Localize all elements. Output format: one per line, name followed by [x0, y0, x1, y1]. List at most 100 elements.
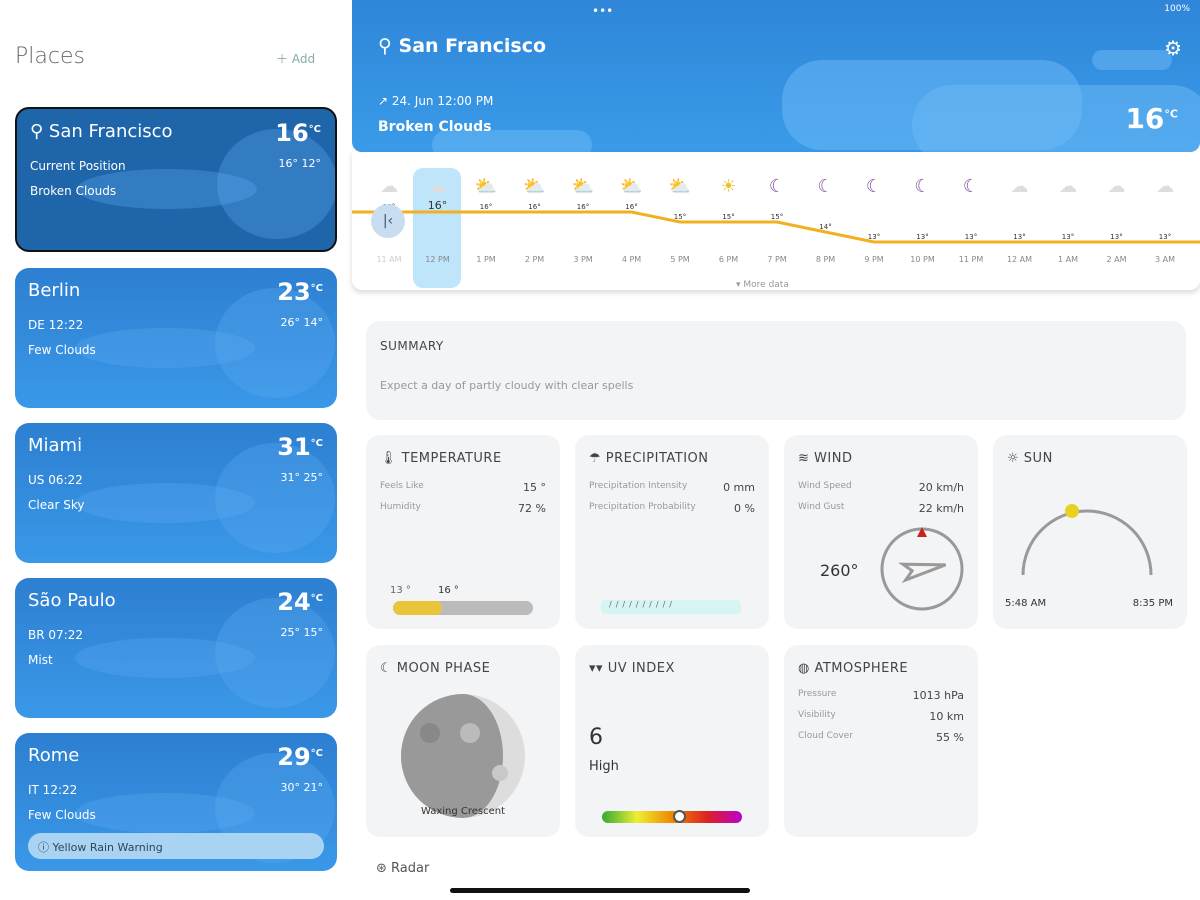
moon-icon: ☾ [817, 176, 833, 197]
hour-temp: 13° [868, 233, 880, 241]
summary-panel: SUMMARY Expect a day of partly cloudy wi… [366, 321, 1186, 420]
globe-icon: ◍ [798, 661, 815, 676]
cloud-icon: ☁ [380, 176, 398, 197]
selected-hour-highlight [413, 168, 461, 288]
wind-panel: ≋ WIND Wind Speed 20 km/h Wind Gust 22 km/… [784, 435, 978, 629]
hourly-forecast[interactable]: ☁ 16° 11 AM ☁ 16° 12 PM ⛅ 16° 1 PM ⛅ 16° 2 PM ⛅ 16° 3 … [352, 152, 1200, 290]
hour-label: 6 PM [719, 255, 738, 264]
place-card[interactable]: Rome IT 12:22 Few Clouds 29°C 30° 21° ⓘ Yello… [15, 733, 337, 871]
place-temp: 16°C [275, 119, 321, 147]
hour-temp: 16° [625, 203, 637, 211]
radar-button[interactable]: ⊛ Radar [376, 861, 430, 876]
north-marker-icon [917, 527, 927, 537]
hour-label: 1 AM [1058, 255, 1078, 264]
hour-label: 8 PM [816, 255, 835, 264]
hour-temp: 15° [674, 213, 686, 221]
hour-temp: 16° [577, 203, 589, 211]
warning-banner[interactable]: ⓘ Yellow Rain Warning [28, 833, 324, 859]
add-place-button[interactable]: ＋ Add [276, 52, 316, 66]
hour-label: 12 AM [1007, 255, 1032, 264]
uv-scale-bar [602, 810, 742, 823]
moon-cloud-icon: ☾ [963, 176, 979, 197]
hour-temp: 13° [916, 233, 928, 241]
sun-icon: ☼ [1007, 451, 1024, 466]
cloud-icon: ☁ [1108, 176, 1126, 197]
place-name: Rome [28, 745, 80, 766]
sunglasses-icon: ▾▾ [589, 661, 608, 676]
hour-temp: 16° [528, 203, 540, 211]
sun-cloud-icon: ⛅ [572, 176, 594, 197]
hour-label: 5 PM [670, 255, 689, 264]
hour-label: 9 PM [864, 255, 883, 264]
header-location: ⚲ San Francisco [378, 35, 547, 57]
place-name: Miami [28, 435, 83, 456]
more-data-button[interactable]: ▾ More data [736, 280, 789, 290]
hour-label: 7 PM [767, 255, 786, 264]
hour-temp: 13° [965, 233, 977, 241]
place-name: ⚲ San Francisco [30, 121, 173, 142]
places-sidebar: Places ＋ Add ⚲ San Francisco Current Posi… [0, 0, 352, 900]
uv-panel: ▾▾ UV INDEX 6 High [575, 645, 769, 837]
header-condition: Broken Clouds [378, 119, 492, 135]
hourly-chart: ☁ 16° 11 AM ☁ 16° 12 PM ⛅ 16° 1 PM ⛅ 16° 2 PM ⛅ 16° 3 … [352, 168, 1200, 288]
place-high-low: 26° 14° [280, 316, 324, 329]
cloud-icon: ☁ [1156, 176, 1174, 197]
home-indicator [450, 888, 750, 893]
header-temp: 16°C [1125, 102, 1178, 135]
trend-icon: ↗ [378, 94, 392, 108]
hour-temp: 16° [428, 199, 448, 212]
sun-cloud-icon: ⛅ [620, 176, 642, 197]
drag-handle[interactable]: ••• [592, 4, 614, 18]
moon-phase-image [401, 694, 525, 818]
sun-cloud-icon: ⛅ [523, 176, 545, 197]
place-card[interactable]: Miami US 06:22 Clear Sky 31°C 31° 25° [15, 423, 337, 563]
settings-gear-icon[interactable]: ⚙ [1164, 36, 1182, 60]
hour-label: 1 PM [476, 255, 495, 264]
moon-icon: ☾ [769, 176, 785, 197]
plus-icon: ＋ [276, 52, 292, 66]
place-temp: 24°C [277, 588, 323, 616]
scroll-start-button[interactable]: |‹ [371, 204, 405, 238]
place-card[interactable]: São Paulo BR 07:22 Mist 24°C 25° 15° [15, 578, 337, 718]
hour-label: 10 PM [910, 255, 935, 264]
cloud-icon: ☁ [429, 176, 447, 197]
hour-label: 3 AM [1155, 255, 1175, 264]
precipitation-panel: ☂ PRECIPITATION Precipitation Intensity 0… [575, 435, 769, 629]
place-temp: 29°C [277, 743, 323, 771]
moon-panel: ☾ MOON PHASE Waxing Crescent [366, 645, 560, 837]
wind-direction: 260° [820, 561, 859, 580]
hour-temp: 14° [819, 223, 831, 231]
sun-cloud-icon: ⛅ [669, 176, 691, 197]
place-temp: 31°C [277, 433, 323, 461]
sun-icon: ☀ [720, 176, 736, 197]
moon-cloud-icon: ☾ [914, 176, 930, 197]
cloud-icon: ☁ [1011, 176, 1029, 197]
thermometer-icon: 🌡 [380, 451, 402, 466]
atmosphere-panel: ◍ ATMOSPHERE Pressure 1013 hPa Visibility… [784, 645, 978, 837]
sun-position-marker [1065, 504, 1079, 518]
temperature-panel: 🌡 TEMPERATURE Feels Like 15 ° Humidity 72 … [366, 435, 560, 629]
temperature-range-bar [393, 601, 533, 615]
place-card[interactable]: ⚲ San Francisco Current Position Broken Cl… [15, 107, 337, 252]
wind-compass [880, 527, 964, 611]
hour-temp: 16° [480, 203, 492, 211]
radar-icon: ⊛ [376, 861, 392, 876]
weather-header: ••• 100% ⚲ San Francisco ⚙ ↗ 24. Jun 12:… [352, 0, 1200, 152]
status-battery: 100% [1164, 4, 1190, 14]
place-high-low: 30° 21° [280, 781, 324, 794]
hour-label: 2 AM [1106, 255, 1126, 264]
sun-panel: ☼ SUN 5:48 AM 8:35 PM [993, 435, 1187, 629]
hour-label: 2 PM [525, 255, 544, 264]
temperature-line [352, 210, 1200, 244]
hour-label: 12 PM [425, 255, 450, 264]
precipitation-bar: ////////// [601, 600, 741, 614]
location-pin-icon: ⚲ [378, 35, 399, 57]
wind-icon: ≋ [798, 451, 815, 466]
hour-temp: 13° [1013, 233, 1025, 241]
place-name: São Paulo [28, 590, 116, 611]
moon-icon: ☾ [380, 661, 397, 676]
place-card[interactable]: Berlin DE 12:22 Few Clouds 23°C 26° 14° [15, 268, 337, 408]
hour-temp: 15° [722, 213, 734, 221]
moon-icon: ☾ [866, 176, 882, 197]
place-high-low: 25° 15° [280, 626, 324, 639]
